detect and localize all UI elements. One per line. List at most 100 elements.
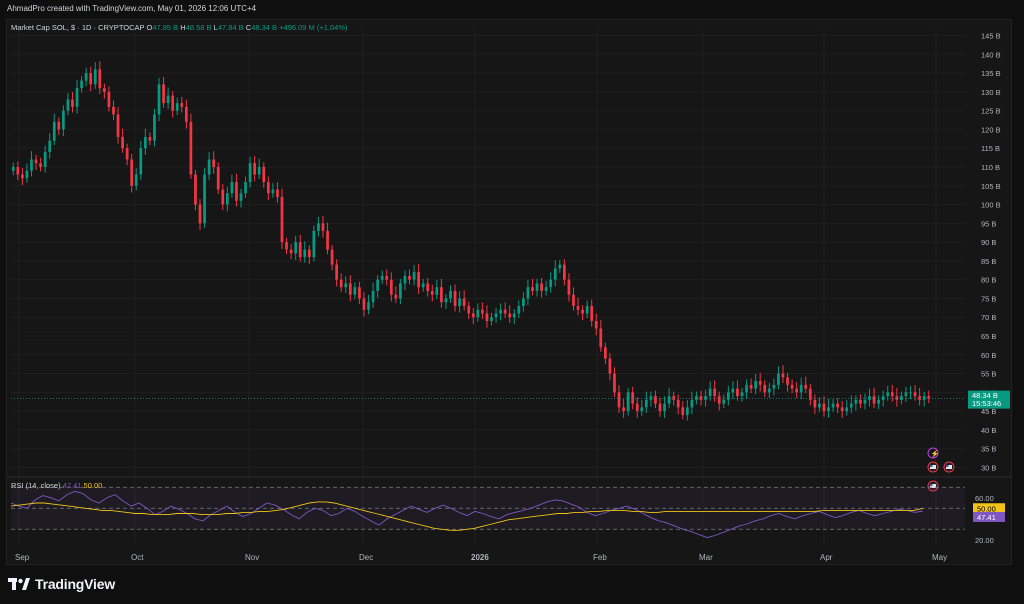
candle-body [558, 264, 562, 269]
candle-body [294, 242, 298, 254]
author-line: AhmadPro created with TradingView.com, M… [7, 4, 257, 13]
candle-body [75, 88, 79, 107]
y-tick-label: 45 B [981, 407, 996, 416]
candle-body [408, 275, 411, 280]
candle-body [57, 121, 61, 130]
candle-body [676, 399, 680, 408]
candle-body [499, 309, 502, 314]
rsi-legend: RSI (14, close) 47.41 50.00 [11, 481, 102, 490]
candle-body [909, 392, 912, 394]
x-tick-label: Dec [359, 553, 373, 562]
y-tick-label: 70 B [981, 313, 996, 322]
candle-body [859, 399, 862, 404]
candle-body [21, 174, 24, 179]
candle-body [608, 358, 612, 374]
candle-body [658, 403, 662, 412]
x-tick-label: Apr [820, 553, 833, 562]
candle-body [230, 182, 234, 194]
tradingview-logo[interactable]: TradingView [8, 576, 115, 592]
lightning-icon [927, 447, 939, 459]
candle-body [394, 294, 398, 299]
candle-body [257, 166, 261, 175]
candle-body [84, 73, 88, 81]
rsi-line [10, 490, 924, 539]
candle-body [635, 403, 639, 412]
us-flag-icon-body [946, 465, 952, 469]
candle-body [30, 159, 33, 171]
candle-body [713, 388, 717, 397]
candle-body [280, 197, 284, 243]
candle-body [790, 384, 794, 389]
candle-body [134, 174, 138, 186]
candle-body [462, 298, 466, 306]
candle-body [854, 399, 858, 404]
candle-body [799, 384, 803, 393]
candle-body [112, 106, 115, 115]
rsi-value-badge-text: 47.41 [977, 513, 996, 522]
candle-body [52, 121, 56, 141]
chart-canvas[interactable]: 30 B35 B40 B45 B50 B55 B60 B65 B70 B75 B… [7, 20, 1011, 564]
candle-body [143, 136, 147, 149]
candle-body [440, 287, 443, 303]
candle-body [399, 283, 402, 299]
candle-body [777, 373, 780, 385]
y-tick-label: 85 B [981, 257, 996, 266]
candle-body [644, 399, 648, 408]
candle-body [836, 403, 839, 408]
candle-body [813, 399, 817, 408]
y-tick-label: 75 B [981, 294, 996, 303]
candle-body [312, 230, 316, 258]
candle-body [130, 159, 134, 186]
y-tick-label: 95 B [981, 219, 996, 228]
candle-body [804, 384, 808, 389]
candle-body [922, 396, 926, 400]
candle-body [194, 174, 197, 205]
candle-body [772, 384, 776, 389]
candle-body [695, 396, 698, 400]
y-tick-label: 40 B [981, 426, 996, 435]
candle-body [467, 305, 471, 314]
candle-body [39, 163, 42, 167]
chart-frame[interactable]: 30 B35 B40 B45 B50 B55 B60 B65 B70 B75 B… [6, 19, 1012, 565]
candle-body [212, 159, 216, 167]
candle-body [808, 388, 812, 400]
y-tick-label: 60 B [981, 351, 996, 360]
candle-body [553, 268, 557, 280]
candle-body [48, 140, 52, 152]
candle-body [367, 302, 370, 310]
candle-body [749, 384, 753, 389]
candle-body [900, 396, 903, 400]
candle-body [731, 388, 735, 393]
candle-body [153, 114, 156, 141]
candle-body [767, 388, 771, 393]
candle-body [927, 396, 931, 399]
candle-body [376, 279, 379, 291]
candle-body [690, 399, 694, 408]
candle-body [522, 298, 525, 306]
rsi-axis-label: 20.00 [975, 536, 994, 545]
candle-body [116, 114, 120, 137]
candle-body [877, 399, 880, 404]
tradingview-logo-icon [8, 577, 30, 591]
rsi-axis-label: 60.00 [975, 494, 994, 503]
candle-body [890, 392, 894, 397]
candle-body [563, 264, 566, 280]
candle-body [189, 121, 193, 175]
candle-body [590, 305, 594, 321]
candle-body [471, 313, 475, 318]
candle-body [485, 313, 489, 321]
candle-body [34, 159, 38, 164]
candle-body [763, 384, 767, 393]
candle-body [540, 283, 543, 291]
candle-body [330, 249, 334, 265]
y-tick-label: 115 B [981, 144, 1000, 153]
candle-body [107, 91, 111, 107]
candle-body [745, 384, 748, 393]
candle-body [16, 166, 20, 175]
candle-body [672, 396, 676, 400]
candle-body [358, 287, 361, 299]
price-badge-countdown: 15:53:46 [972, 399, 1001, 408]
candle-body [685, 407, 689, 415]
candle-body [307, 249, 311, 258]
candle-body [722, 399, 726, 404]
